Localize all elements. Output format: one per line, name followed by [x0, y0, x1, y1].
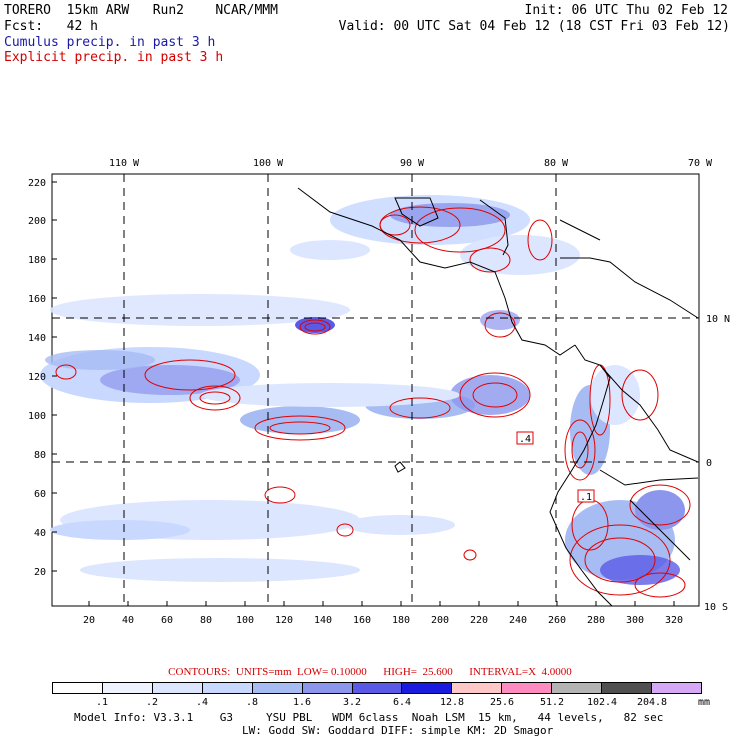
- y-tick-label: 100: [28, 411, 46, 422]
- x-tick-label: 320: [665, 615, 683, 626]
- y-tick-label: 80: [34, 450, 46, 461]
- coastlines: [297, 187, 699, 607]
- x-tick-label: 280: [587, 615, 605, 626]
- colorbar-swatch: [502, 683, 553, 693]
- colorbar: [52, 682, 702, 694]
- x-tick-label: 240: [509, 615, 527, 626]
- colorbar-swatch: [552, 683, 603, 693]
- longitude-labels: 110 W 100 W 90 W 80 W 70 W: [109, 158, 713, 169]
- contour-label-box: .4: [516, 431, 534, 445]
- x-tick-label: 180: [392, 615, 410, 626]
- svg-text:.1: .1: [580, 492, 592, 503]
- x-tick-label: 120: [275, 615, 293, 626]
- y-tick-label: 60: [34, 489, 46, 500]
- colorbar-label: .4: [195, 697, 209, 708]
- colorbar-swatch: [252, 683, 303, 693]
- colorbar-label: 1.6: [292, 697, 312, 708]
- lon-label: 80 W: [544, 158, 569, 169]
- colorbar-swatch: [202, 683, 253, 693]
- y-tick-label: 160: [28, 294, 46, 305]
- forecast-hour: Fcst: 42 h: [4, 19, 98, 34]
- contour-label-box: .1: [577, 489, 595, 503]
- explicit-precip-contours: [55, 206, 691, 598]
- colorbar-label: 3.2: [342, 697, 362, 708]
- y-tick-label: 140: [28, 333, 46, 344]
- lon-label: 90 W: [400, 158, 425, 169]
- lon-label: 70 W: [688, 158, 713, 169]
- lon-label: 110 W: [109, 158, 140, 169]
- colorbar-label: 25.6: [489, 697, 515, 708]
- x-tick-label: 140: [314, 615, 332, 626]
- y-tick-label: 220: [28, 178, 46, 189]
- x-tick-label: 80: [200, 615, 212, 626]
- colorbar-label: .2: [145, 697, 159, 708]
- model-info: Model Info: V3.3.1 G3 YSU PBL WDM 6class…: [74, 711, 664, 724]
- y-axis-labels: 220 200 180 160 140 120 100 80 60 40 20: [28, 178, 46, 578]
- colorbar-label: 12.8: [439, 697, 465, 708]
- x-tick-label: 300: [626, 615, 644, 626]
- x-tick-label: 60: [161, 615, 173, 626]
- colorbar-label: .8: [245, 697, 259, 708]
- contour-info: CONTOURS: UNITS=mm LOW= 0.10000 HIGH= 25…: [168, 666, 572, 678]
- y-tick-label: 20: [34, 567, 46, 578]
- y-tick-label: 180: [28, 255, 46, 266]
- lat-label: 10 N: [706, 314, 730, 325]
- axis-ticks: [52, 181, 675, 606]
- x-tick-label: 20: [83, 615, 95, 626]
- colorbar-swatch: [102, 683, 153, 693]
- colorbar-label: 204.8: [636, 697, 668, 708]
- init-time: Init: 06 UTC Thu 02 Feb 12: [524, 3, 729, 18]
- colorbar-label: 6.4: [392, 697, 412, 708]
- x-tick-label: 40: [122, 615, 134, 626]
- valid-time: Valid: 00 UTC Sat 04 Feb 12 (18 CST Fri …: [338, 19, 730, 34]
- colorbar-label: .1: [95, 697, 109, 708]
- explicit-label: Explicit precip. in past 3 h: [4, 50, 224, 65]
- latitude-labels: 10 N 0 10 S: [704, 314, 730, 613]
- colorbar-label: 102.4: [586, 697, 618, 708]
- colorbar-swatch: [402, 683, 453, 693]
- colorbar-label: 51.2: [539, 697, 565, 708]
- physics-info: LW: Godd SW: Goddard DIFF: simple KM: 2D…: [242, 724, 554, 737]
- x-tick-label: 220: [470, 615, 488, 626]
- cumulus-label: Cumulus precip. in past 3 h: [4, 35, 216, 50]
- lat-label: 10 S: [704, 602, 728, 613]
- colorbar-swatch: [652, 683, 701, 693]
- colorbar-swatch: [152, 683, 203, 693]
- colorbar-units: mm: [697, 697, 711, 708]
- lat-label: 0: [706, 458, 712, 469]
- colorbar-swatch: [602, 683, 653, 693]
- cumulus-precip-field: [40, 195, 685, 585]
- y-tick-label: 40: [34, 528, 46, 539]
- colorbar-swatch: [352, 683, 403, 693]
- svg-text:.4: .4: [519, 434, 531, 445]
- colorbar-swatch: [452, 683, 503, 693]
- model-title: TORERO 15km ARW Run2 NCAR/MMM: [4, 3, 278, 18]
- y-tick-label: 200: [28, 216, 46, 227]
- x-tick-label: 200: [431, 615, 449, 626]
- y-tick-label: 120: [28, 372, 46, 383]
- graticule: [52, 174, 699, 606]
- colorbar-swatch: [53, 683, 103, 693]
- x-tick-label: 100: [236, 615, 254, 626]
- x-tick-label: 160: [353, 615, 371, 626]
- x-tick-label: 260: [548, 615, 566, 626]
- x-axis-labels: 20 40 60 80 100 120 140 160 180 200 220 …: [83, 615, 683, 626]
- lon-label: 100 W: [253, 158, 284, 169]
- colorbar-swatch: [302, 683, 353, 693]
